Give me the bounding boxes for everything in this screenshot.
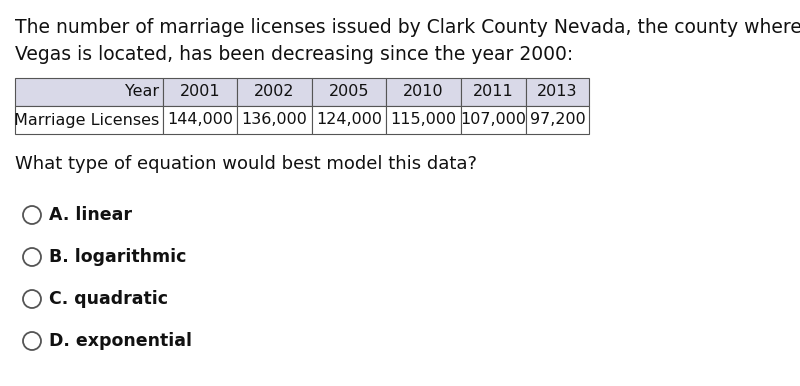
Text: 2013: 2013	[537, 85, 578, 100]
Bar	[526, 78, 589, 106]
Text: Marriage Licenses: Marriage Licenses	[14, 112, 159, 127]
Text: 115,000: 115,000	[390, 112, 457, 127]
Bar	[238, 78, 312, 106]
Bar	[163, 106, 238, 134]
Text: 2010: 2010	[403, 85, 444, 100]
Text: 107,000: 107,000	[461, 112, 526, 127]
Text: 2002: 2002	[254, 85, 295, 100]
Text: 144,000: 144,000	[167, 112, 234, 127]
Text: 124,000: 124,000	[316, 112, 382, 127]
Bar	[163, 78, 238, 106]
Text: 136,000: 136,000	[242, 112, 307, 127]
Bar	[15, 78, 163, 106]
Bar	[238, 106, 312, 134]
Text: What type of equation would best model this data?: What type of equation would best model t…	[15, 155, 477, 173]
Text: The number of marriage licenses issued by Clark County Nevada, the county where : The number of marriage licenses issued b…	[15, 18, 800, 37]
Bar	[312, 106, 386, 134]
Bar	[461, 78, 526, 106]
Text: D. exponential: D. exponential	[49, 332, 192, 350]
Text: B. logarithmic: B. logarithmic	[49, 248, 186, 266]
Bar	[386, 78, 461, 106]
Bar	[386, 106, 461, 134]
Text: Year: Year	[125, 85, 159, 100]
Bar	[312, 78, 386, 106]
Text: 2011: 2011	[473, 85, 514, 100]
Text: A. linear: A. linear	[49, 206, 132, 224]
Text: C. quadratic: C. quadratic	[49, 290, 168, 308]
Text: 97,200: 97,200	[530, 112, 586, 127]
Text: 2005: 2005	[329, 85, 370, 100]
Bar	[461, 106, 526, 134]
Bar	[526, 106, 589, 134]
Text: Vegas is located, has been decreasing since the year 2000:: Vegas is located, has been decreasing si…	[15, 45, 574, 64]
Bar	[15, 106, 163, 134]
Text: 2001: 2001	[180, 85, 221, 100]
